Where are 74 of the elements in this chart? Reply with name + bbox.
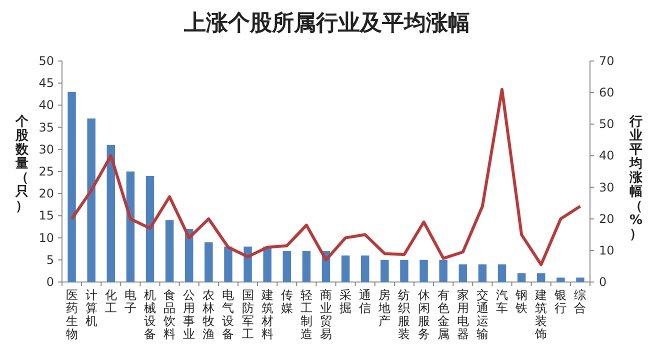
y2-tick-label: 60 [599,86,614,100]
y-tick-label: 35 [38,120,54,134]
bar [537,273,546,282]
y2-tick-label: 40 [599,148,614,163]
x-tick-label: 纺织服装 [398,288,410,341]
bar [224,246,232,282]
x-tick-label: 电子 [124,288,136,315]
x-tick-label: 房地产 [378,288,391,328]
x-tick-label: 农林牧渔 [202,288,215,341]
x-tick-label: 传媒 [280,288,293,315]
y-tick-label: 20 [38,186,54,201]
x-tick-label: 电气设备 [222,288,234,341]
x-tick-label: 银行 [554,288,567,315]
y2-tick-label: 0 [599,275,607,289]
x-tick-label: 钢铁 [514,288,528,315]
bar [458,264,467,282]
chart-title: 上涨个股所属行业及平均涨幅 [183,11,470,36]
y-tick-label: 40 [38,98,54,112]
bar [302,251,311,282]
x-tick-label: 交通运输 [476,288,488,341]
bar [420,260,428,282]
bar [439,260,448,282]
bar [146,176,154,282]
bar [204,242,213,282]
x-tick-label: 汽车 [496,288,508,315]
bar [68,92,76,282]
y-tick-label: 25 [38,164,54,178]
x-tick-label: 国防军工 [242,288,254,341]
x-tick-label: 采掘 [340,288,352,315]
x-tick-label: 建筑装饰 [534,288,548,341]
bar [106,144,115,282]
bar [400,260,408,282]
x-tick-label: 机械设备 [144,288,156,341]
y-tick-label: 45 [38,76,54,90]
bar [498,264,506,282]
x-tick-label: 综合 [574,288,586,315]
x-tick-label: 食品饮料 [162,288,176,341]
y-tick-label: 0 [46,275,54,289]
y2-tick-label: 10 [599,243,614,258]
bar [263,246,272,282]
y2-tick-label: 20 [599,212,614,226]
x-tick-label: 有色金属 [437,288,450,341]
y-axis-title: 个股数量（只） [14,114,30,214]
y2-tick-label: 70 [599,54,614,68]
text: 行业平均涨幅（%） [629,114,643,242]
bar [87,118,96,282]
x-tick-label: 通信 [359,288,372,315]
x-tick-label: 休闲服务 [418,288,430,341]
bar [282,251,291,282]
bar [576,278,584,282]
x-tick-label: 公用事业 [183,288,196,341]
y-tick-label: 10 [38,230,54,245]
x-tick-label: 医药生物 [66,288,78,341]
x-tick-label: 轻工制造 [300,288,312,341]
y-tick-label: 50 [38,54,54,68]
bar [126,172,135,282]
bar [517,273,526,282]
x-tick-label: 计算机 [85,288,98,328]
y-tick-label: 30 [38,142,54,156]
bar [478,264,487,282]
y2-tick-label: 50 [599,117,614,132]
bar [244,246,252,282]
bar [380,260,389,282]
x-tick-label: 化工 [104,288,117,315]
y-tick-label: 15 [38,208,54,223]
bar [341,255,350,282]
bar [556,278,565,282]
bar [165,220,174,282]
x-tick-label: 家用电器 [456,288,469,341]
bar [361,255,370,282]
x-tick-label: 建筑材料 [260,288,274,341]
y2-tick-label: 30 [599,180,614,194]
y-tick-label: 5 [46,252,54,267]
x-tick-label: 商业贸易 [320,288,332,341]
